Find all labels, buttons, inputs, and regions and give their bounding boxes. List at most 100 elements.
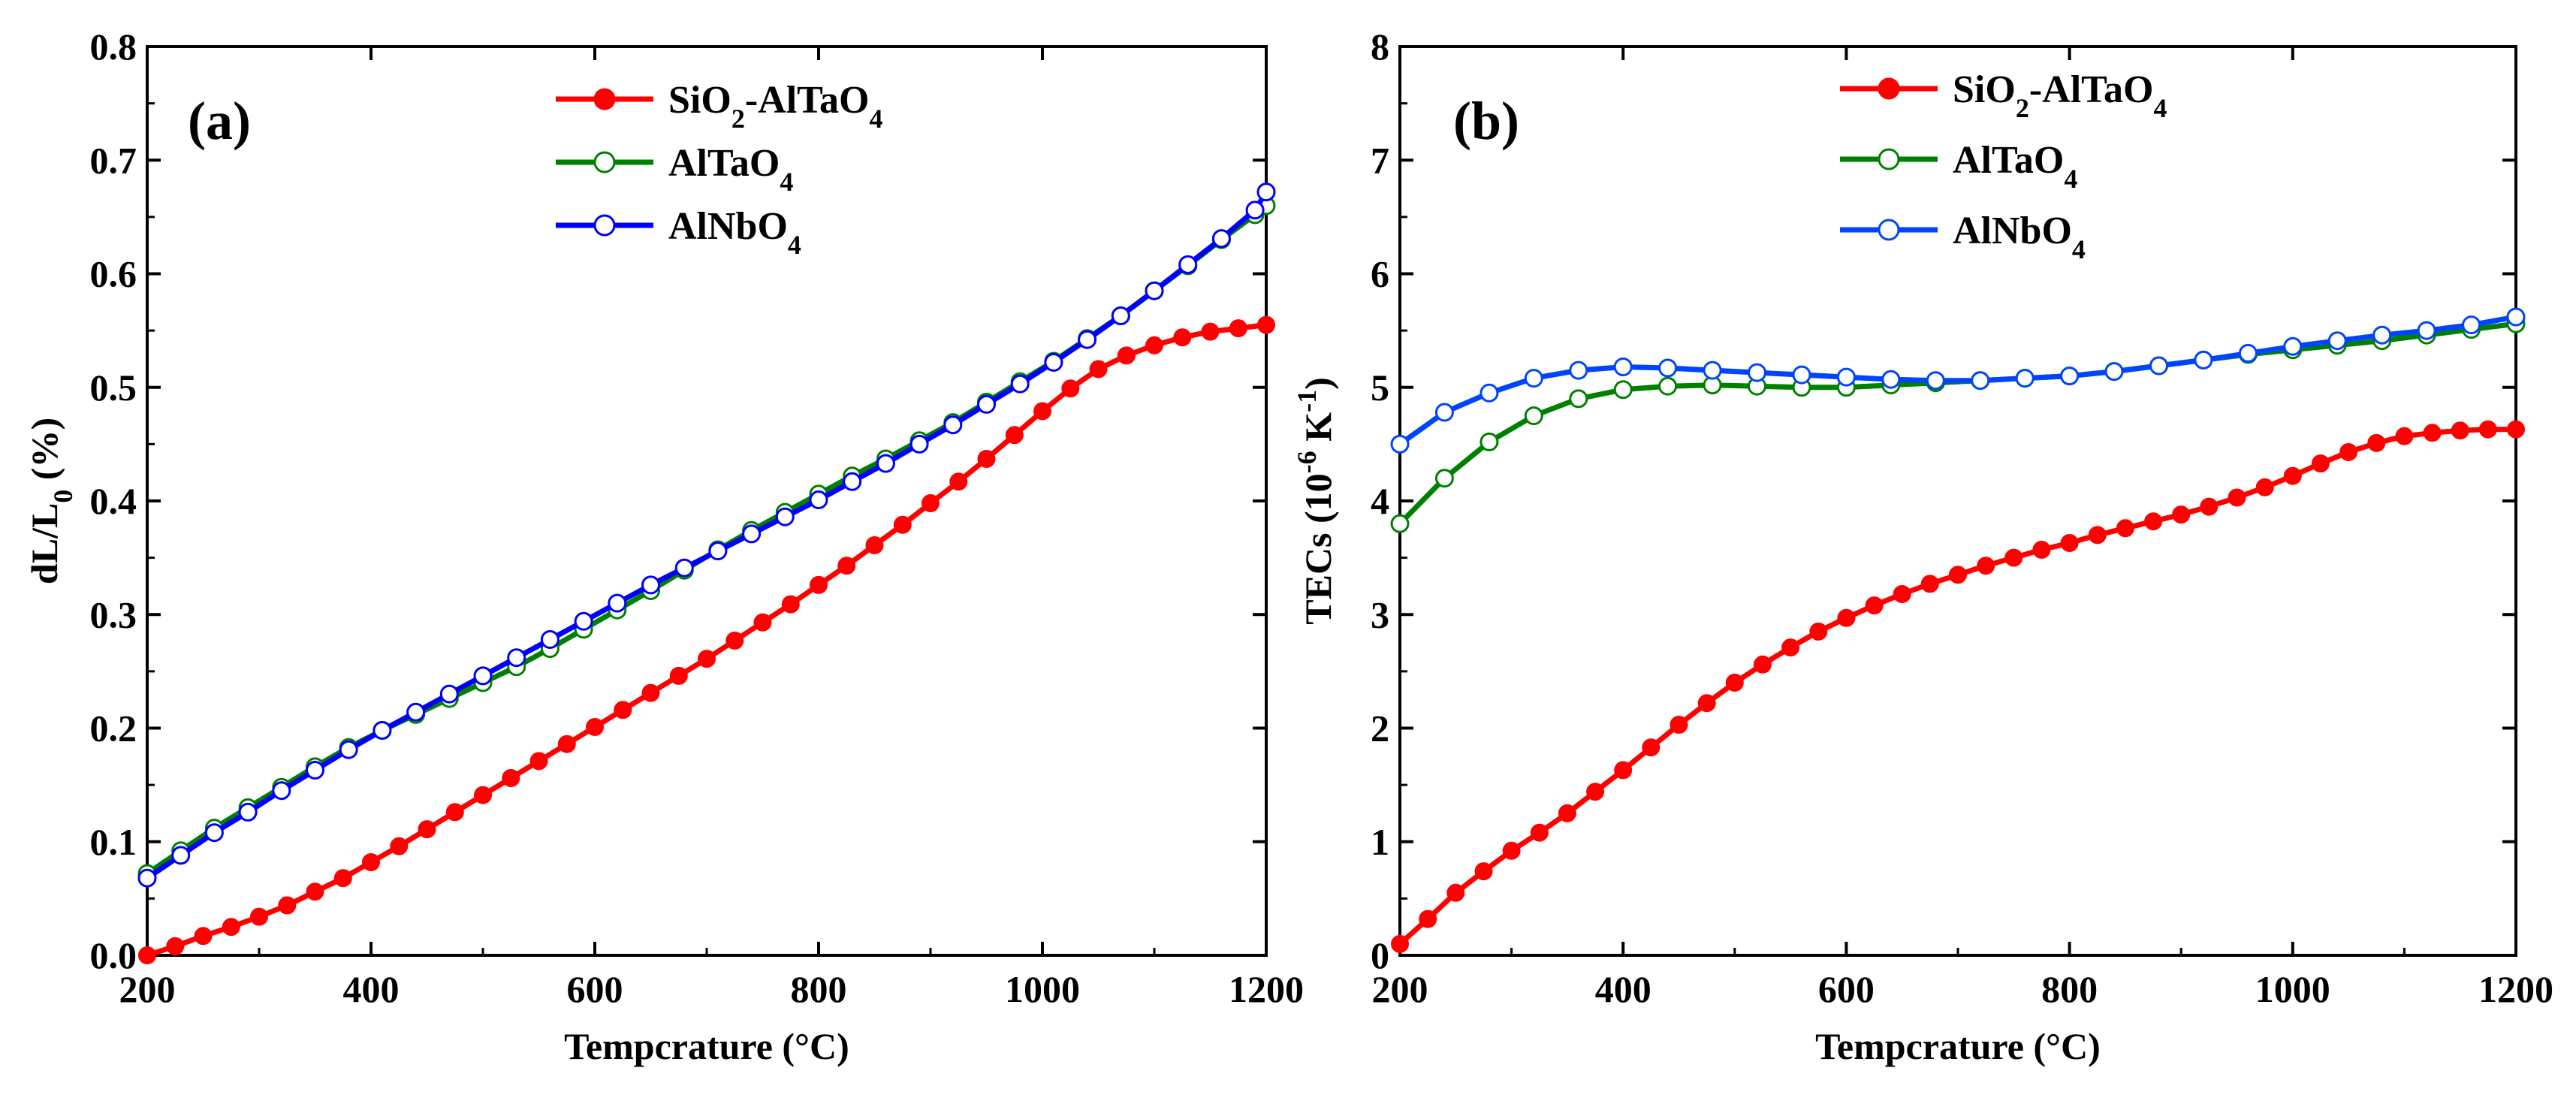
data-point [339,740,358,759]
data-point [2144,512,2163,531]
y-tick-label: 0.3 [90,593,137,635]
data-point [1256,182,1276,202]
data-point [2194,350,2213,370]
data-point [1391,934,1409,953]
data-point [2327,331,2347,351]
panel-label: (b) [1453,91,1519,151]
y-tick-label: 0.0 [90,934,137,976]
data-point [909,434,929,454]
data-point [2367,433,2386,452]
data-point [641,575,660,595]
y-tick-label: 8 [1371,26,1389,68]
data-point [194,927,213,946]
x-tick-label: 200 [119,968,176,1010]
data-point [2506,307,2526,327]
data-point [1837,608,1856,627]
data-point [876,454,895,473]
data-point [614,701,632,719]
y-tick-label: 1 [1371,821,1389,863]
data-point [742,524,762,544]
data-point [1703,360,1722,380]
x-tick-label: 600 [1818,968,1875,1010]
data-point [1809,622,1828,641]
data-point [507,648,526,668]
data-point [949,472,968,491]
legend-marker [593,151,616,173]
data-point [2311,454,2330,473]
data-point [418,820,436,839]
data-point [306,761,324,780]
x-axis-title: Tempcrature (°C) [1815,1025,2101,1067]
data-point [2116,519,2134,538]
series-0 [138,315,1275,964]
data-point [1949,566,1967,584]
y-tick-label: 0.5 [90,367,137,409]
data-point [977,394,996,414]
data-point [204,823,224,843]
data-point [2149,356,2168,376]
data-point [1390,514,1410,533]
data-point [2478,420,2497,439]
data-point [166,937,185,955]
data-point [171,846,191,865]
data-point [1748,363,1766,382]
data-point [1145,281,1164,300]
data-point [1111,306,1130,325]
data-point [222,918,240,937]
data-point [1044,353,1063,372]
data-point [2255,478,2274,496]
data-point [540,630,560,649]
x-tick-label: 800 [791,968,847,1010]
y-tick-label: 0.4 [90,480,137,522]
data-point [2004,548,2023,567]
legend-label: SiO2-AlTaO4 [1953,68,2167,123]
data-point [138,946,156,964]
data-point [137,868,157,888]
legend-label: AlTaO4 [1953,139,2077,194]
data-point [1502,841,1521,860]
data-point [1977,557,1995,575]
data-point [2088,526,2107,544]
data-point [2462,315,2481,335]
data-point [1480,432,1499,451]
data-point [406,702,426,722]
data-point [362,853,380,871]
data-point [502,769,520,787]
y-tick-label: 7 [1371,139,1389,181]
data-point [1474,862,1493,881]
data-point [473,666,493,686]
data-point [1419,909,1437,928]
series-2 [1390,307,2526,454]
series-0 [1391,420,2525,953]
y-tick-label: 4 [1371,480,1389,522]
data-point [1524,369,1543,388]
data-point [669,666,688,685]
legend-label: AlNbO4 [668,205,801,260]
panel-b: 200 400 600 800 1000 1200 0 1 2 3 4 5 6 7 8 Tempcrature… [1292,26,2553,1067]
x-tick-label: 1200 [2478,968,2553,1010]
data-point [2395,427,2414,445]
data-point [1642,738,1661,757]
y-tick-label: 0.8 [90,26,137,68]
data-point [865,536,884,554]
data-point [574,611,593,631]
data-point [1530,823,1549,842]
data-point [1061,379,1080,398]
series-1 [137,196,1276,883]
data-point [2172,505,2191,524]
data-point [1229,319,1247,338]
data-point [1569,389,1588,409]
series-line [1398,314,2517,447]
data-point [674,558,694,578]
data-point [1569,360,1588,380]
y-tick-label: 3 [1371,593,1389,635]
legend-label: SiO2-AlTaO4 [668,79,883,134]
x-tick-label: 1000 [2255,968,2330,1010]
data-point [333,869,352,888]
x-tick-label: 1000 [1005,968,1080,1010]
x-tick-label: 1200 [1229,968,1304,1010]
data-point [1434,403,1454,422]
y-axis-title: dL/L0 (%) [23,418,78,584]
panel-a: 200 400 600 800 1000 1200 0.0 0.1 0.2 0.3 0.4 0.5 0.… [23,26,1304,1067]
data-point [1920,575,1939,593]
